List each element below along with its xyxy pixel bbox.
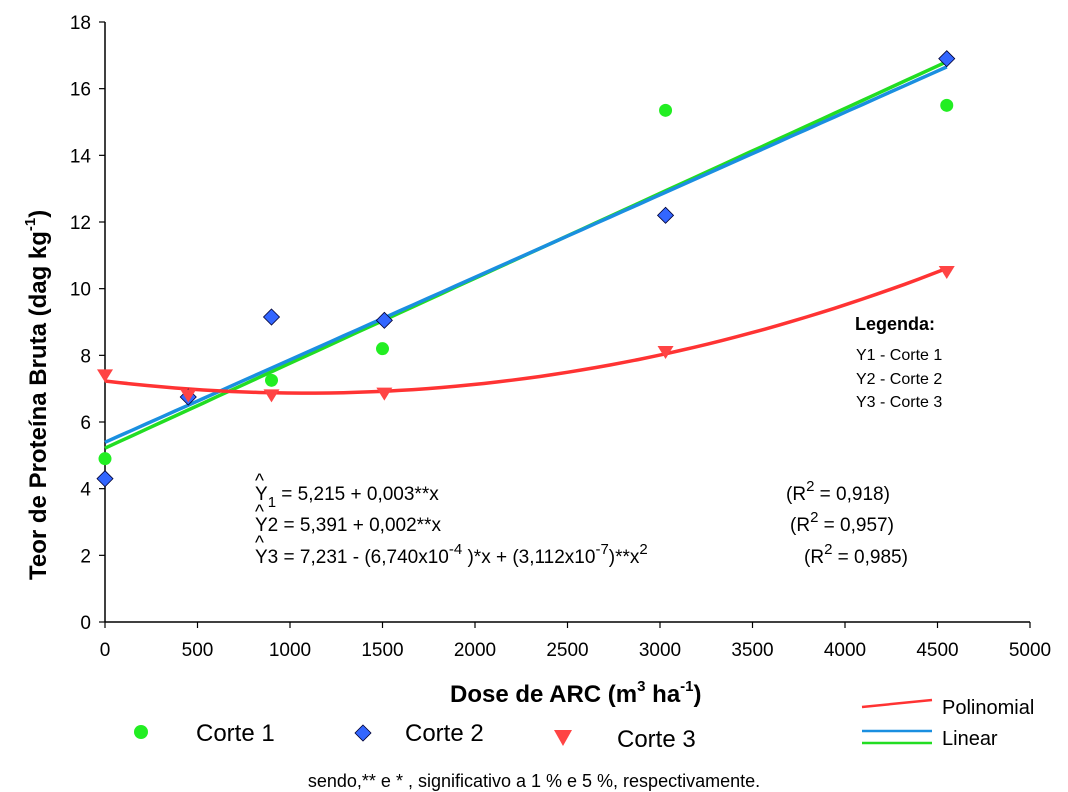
- y-tick-label: 12: [70, 213, 91, 234]
- x-tick-label: 5000: [1009, 640, 1051, 661]
- point-corte-2: [262, 308, 281, 326]
- series-legend: Corte 1 Corte 2 Corte 3: [134, 720, 696, 753]
- x-tick-label: 4000: [824, 640, 866, 661]
- y-tick-label: 6: [80, 413, 91, 434]
- y-tick-label: 14: [70, 146, 92, 167]
- equation-hat-1: ^: [255, 471, 264, 492]
- x-tick-label: 4500: [916, 640, 958, 661]
- legend-label-linear: Linear: [942, 728, 998, 750]
- legend-item-y2: Y2 - Corte 2: [856, 371, 942, 388]
- x-tick-label: 2000: [454, 640, 496, 661]
- point-corte-2: [656, 206, 675, 224]
- x-tick-label: 1500: [361, 640, 403, 661]
- equation-hat-3: ^: [255, 533, 264, 554]
- legend-title: Legenda:: [855, 314, 935, 334]
- point-corte-2: [96, 470, 114, 488]
- x-tick-label: 3000: [639, 640, 681, 661]
- y-tick-label: 4: [80, 480, 91, 501]
- point-corte-3: [97, 369, 113, 383]
- x-axis-title: Dose de ARC (m3 ha-1): [450, 678, 702, 708]
- point-corte-1: [659, 103, 673, 117]
- legend-marker-corte3: [554, 730, 572, 746]
- legend-label-corte3: Corte 3: [617, 726, 696, 753]
- y-tick-label: 2: [80, 546, 91, 567]
- legend-label-corte1: Corte 1: [196, 720, 275, 747]
- legend-label-corte2: Corte 2: [405, 720, 484, 747]
- point-corte-1: [940, 98, 954, 112]
- fit-lines: [104, 60, 948, 450]
- fit-line-corte-2: [104, 65, 948, 444]
- equation-y1: Y1 = 5,215 + 0,003**x: [255, 484, 439, 511]
- data-markers: [96, 50, 956, 488]
- point-corte-3: [263, 389, 280, 403]
- point-corte-3: [938, 266, 955, 279]
- equation-y3: Y3 = 7,231 - (6,740x10-4 )*x + (3,112x10…: [255, 541, 648, 568]
- y-tick-label: 8: [80, 346, 91, 367]
- y-tick-label: 16: [70, 80, 91, 101]
- point-corte-2: [938, 50, 956, 68]
- legend-item-y1: Y1 - Corte 1: [856, 347, 942, 364]
- equation-y2-r2: (R2 = 0,957): [790, 509, 894, 536]
- point-corte-1: [98, 452, 112, 466]
- equation-hat-2: ^: [255, 502, 264, 523]
- x-tick-label: 1000: [269, 640, 311, 661]
- x-tick-label: 500: [182, 640, 214, 661]
- x-tick-label: 2500: [546, 640, 588, 661]
- line-legend: Polinomial Linear: [861, 697, 1034, 750]
- y-axis-title: Teor de Proteína Bruta (dag kg-1): [22, 210, 52, 580]
- point-corte-1: [265, 373, 278, 387]
- point-corte-2: [375, 311, 393, 329]
- point-corte-3: [180, 389, 197, 403]
- y-tick-label: 10: [70, 280, 91, 301]
- legend-item-y3: Y3 - Corte 3: [856, 394, 942, 411]
- legend-line-polinomial: [861, 698, 933, 709]
- equation-y1-r2: (R2 = 0,918): [786, 478, 890, 505]
- legend-label-polinomial: Polinomial: [942, 697, 1034, 719]
- fit-line-corte-3: [104, 266, 948, 395]
- x-tick-label: 0: [100, 640, 111, 661]
- regression-equations: ^ Y1 = 5,215 + 0,003**x (R2 = 0,918) ^ Y…: [255, 471, 908, 568]
- equation-y3-r2: (R2 = 0,985): [804, 541, 908, 568]
- point-corte-3: [376, 387, 393, 401]
- legend-marker-corte2: [354, 724, 372, 742]
- equation-y2: Y2 = 5,391 + 0,002**x: [255, 515, 441, 536]
- axis-ticks: 0 500 1000 1500 2000 2500 3000 3500 4000 4500 5000…: [70, 13, 1051, 661]
- y-tick-label: 0: [80, 613, 91, 634]
- legend-box: Legenda: Y1 - Corte 1 Y2 - Corte 2 Y3 - …: [855, 314, 942, 411]
- point-corte-1: [376, 342, 389, 356]
- y-tick-label: 18: [70, 13, 91, 34]
- x-tick-label: 3500: [731, 640, 773, 661]
- footnote: sendo,** e * , significativo a 1 % e 5 %…: [308, 771, 760, 791]
- point-corte-3: [657, 346, 674, 359]
- legend-marker-corte1: [134, 725, 148, 739]
